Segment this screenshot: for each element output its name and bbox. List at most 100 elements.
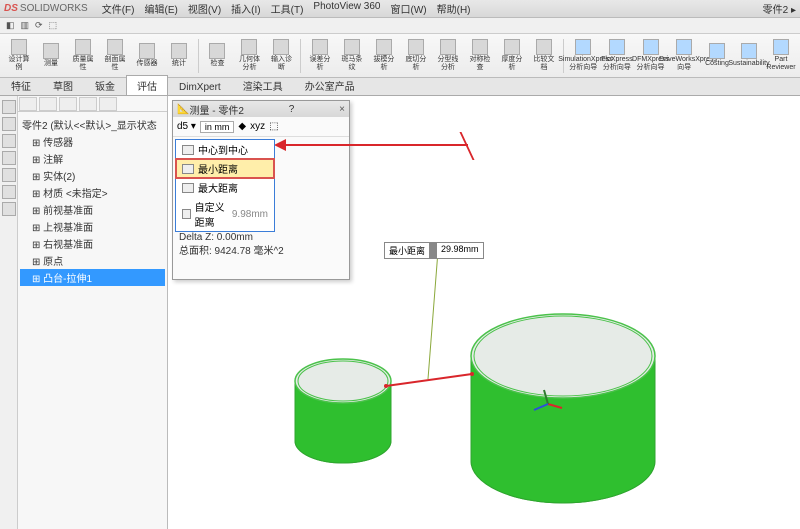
tree-tab-icon[interactable] xyxy=(99,97,117,111)
ribbon-button[interactable]: 拔模分析 xyxy=(369,37,399,74)
tree-tab-icon[interactable] xyxy=(59,97,77,111)
ribbon-button[interactable]: 统计 xyxy=(164,41,194,70)
tree-root[interactable]: 零件2 (默认<<默认>_显示状态 xyxy=(20,116,165,133)
ribbon-button[interactable]: 厚度分析 xyxy=(497,37,527,74)
ribbon-button[interactable]: Sustainability xyxy=(734,41,764,70)
tree-tab-icon[interactable] xyxy=(19,97,37,111)
title-bar: DS SOLIDWORKS 文件(F) 编辑(E) 视图(V) 插入(I) 工具… xyxy=(0,0,800,18)
ribbon-toolbar: 设计算例测量质量属性剖面属性传感器统计检查几何体分析输入诊断误差分析斑马条纹拔模… xyxy=(0,34,800,78)
left-icon-bar xyxy=(0,96,18,529)
tree-item[interactable]: ⊞ 原点 xyxy=(20,252,165,269)
command-tabs: 特征草图钣金评估DimXpert渲染工具办公室产品 xyxy=(0,78,800,96)
command-tab[interactable]: 钣金 xyxy=(84,75,126,95)
qat-icon[interactable]: ⟳ xyxy=(35,20,43,31)
measure-dialog[interactable]: 📐 测量 - 零件2 ? × d5 ▾ in mm ◆ xyz ⬚ 中心到中心最… xyxy=(172,100,350,280)
command-tab[interactable]: 渲染工具 xyxy=(232,75,294,95)
measure-mode-dropdown[interactable]: 中心到中心最小距离最大距离自定义距离9.98mm xyxy=(175,139,275,232)
ribbon-button[interactable]: 分型线分析 xyxy=(433,37,463,74)
delta-z-value: Delta Z: 0.00mm xyxy=(179,231,343,245)
leftbar-icon[interactable] xyxy=(2,117,16,131)
dropdown-item[interactable]: 自定义距离9.98mm xyxy=(176,197,274,231)
ribbon-button[interactable]: 剖面属性 xyxy=(100,37,130,74)
measure-tool-icon[interactable]: xyz xyxy=(250,121,265,132)
tree-item[interactable]: ⊞ 实体(2) xyxy=(20,167,165,184)
dropdown-item[interactable]: 最大距离 xyxy=(176,178,274,197)
document-title: 零件2 ▸ xyxy=(763,1,796,16)
command-tab[interactable]: 评估 xyxy=(126,75,168,95)
menu-file[interactable]: 文件(F) xyxy=(98,0,139,17)
tree-item[interactable]: ⊞ 前视基准面 xyxy=(20,201,165,218)
menu-photoview[interactable]: PhotoView 360 xyxy=(309,0,384,17)
close-icon[interactable]: × xyxy=(339,104,345,115)
ribbon-button[interactable]: FloXpress 分析向导 xyxy=(601,37,633,74)
total-area-value: 总面积: 9424.78 毫米^2 xyxy=(179,245,343,259)
ribbon-button[interactable]: 设计算例 xyxy=(4,37,34,74)
measure-help-icon[interactable]: ? xyxy=(289,104,295,115)
leftbar-icon[interactable] xyxy=(2,100,16,114)
app-logo: DS xyxy=(4,3,18,14)
tree-item[interactable]: ⊞ 传感器 xyxy=(20,133,165,150)
measure-tool-icon[interactable]: ⬚ xyxy=(269,121,278,132)
command-tab[interactable]: 特征 xyxy=(0,75,42,95)
leftbar-icon[interactable] xyxy=(2,168,16,182)
tree-tab-icon[interactable] xyxy=(79,97,97,111)
ribbon-button[interactable]: 输入诊断 xyxy=(266,37,296,74)
menu-tools[interactable]: 工具(T) xyxy=(267,0,308,17)
ribbon-button[interactable]: DriveWorksXpress 向导 xyxy=(668,37,700,74)
ribbon-button[interactable]: 质量属性 xyxy=(68,37,98,74)
callout-label: 最小距离 xyxy=(385,243,429,258)
menu-edit[interactable]: 编辑(E) xyxy=(140,0,181,17)
ribbon-button[interactable]: 测量 xyxy=(36,41,66,70)
tree-tab-icon[interactable] xyxy=(39,97,57,111)
ribbon-button[interactable]: 几何体分析 xyxy=(234,37,264,74)
command-tab[interactable]: DimXpert xyxy=(168,79,232,95)
qat-icon[interactable]: ▥ xyxy=(21,20,30,31)
graphics-viewport[interactable]: 📐 测量 - 零件2 ? × d5 ▾ in mm ◆ xyz ⬚ 中心到中心最… xyxy=(168,96,800,529)
leftbar-icon[interactable] xyxy=(2,202,16,216)
tree-item[interactable]: ⊞ 上视基准面 xyxy=(20,218,165,235)
callout-value: 29.98mm xyxy=(437,243,483,258)
ribbon-button[interactable]: 检查 xyxy=(202,41,232,70)
measure-title-icon: 📐 xyxy=(177,104,189,115)
leftbar-icon[interactable] xyxy=(2,134,16,148)
leftbar-icon[interactable] xyxy=(2,151,16,165)
menu-insert[interactable]: 插入(I) xyxy=(227,0,264,17)
measure-callout[interactable]: 最小距离 29.98mm xyxy=(384,242,484,259)
measure-dialog-title-bar[interactable]: 📐 测量 - 零件2 ? × xyxy=(173,101,349,117)
command-tab[interactable]: 办公室产品 xyxy=(294,75,366,95)
quick-access-toolbar: ◧ ▥ ⟳ ⬚ xyxy=(0,18,800,34)
tree-item[interactable]: ⊞ 注解 xyxy=(20,150,165,167)
ribbon-button[interactable]: 斑马条纹 xyxy=(337,37,367,74)
tree-item[interactable]: ⊞ 材质 <未指定> xyxy=(20,184,165,201)
dropdown-item[interactable]: 中心到中心 xyxy=(176,140,274,159)
ribbon-button[interactable]: 比较文档 xyxy=(529,37,559,74)
measure-tool-icon[interactable]: ◆ xyxy=(238,121,246,132)
measure-mode-icon[interactable]: d5 ▾ xyxy=(177,121,196,132)
ribbon-button[interactable]: 传感器 xyxy=(132,41,162,70)
app-name: SOLIDWORKS xyxy=(20,3,88,14)
menu-view[interactable]: 视图(V) xyxy=(184,0,225,17)
annotation-arrow xyxy=(278,144,468,146)
ribbon-button[interactable]: SimulationXpress 分析向导 xyxy=(567,37,599,74)
workspace: 零件2 (默认<<默认>_显示状态 ⊞ 传感器⊞ 注解⊞ 实体(2)⊞ 材质 <… xyxy=(0,96,800,529)
ribbon-button[interactable]: 对称检查 xyxy=(465,37,495,74)
tree-item[interactable]: ⊞ 右视基准面 xyxy=(20,235,165,252)
menu-window[interactable]: 窗口(W) xyxy=(387,0,431,17)
leftbar-icon[interactable] xyxy=(2,185,16,199)
unit-selector[interactable]: in mm xyxy=(200,121,235,133)
menu-help[interactable]: 帮助(H) xyxy=(433,0,475,17)
ribbon-button[interactable]: 底切分析 xyxy=(401,37,431,74)
ribbon-button[interactable]: 误差分析 xyxy=(305,37,335,74)
dropdown-item[interactable]: 最小距离 xyxy=(176,159,274,178)
measure-toolbar: d5 ▾ in mm ◆ xyz ⬚ xyxy=(173,117,349,137)
feature-tree-panel: 零件2 (默认<<默认>_显示状态 ⊞ 传感器⊞ 注解⊞ 实体(2)⊞ 材质 <… xyxy=(18,96,168,529)
command-tab[interactable]: 草图 xyxy=(42,75,84,95)
tree-item[interactable]: ⊞ 凸台-拉伸1 xyxy=(20,269,165,286)
feature-tree[interactable]: 零件2 (默认<<默认>_显示状态 ⊞ 传感器⊞ 注解⊞ 实体(2)⊞ 材质 <… xyxy=(18,112,167,290)
ribbon-button[interactable]: Part Reviewer xyxy=(766,37,796,74)
qat-icon[interactable]: ◧ xyxy=(6,20,15,31)
callout-separator xyxy=(429,243,437,258)
measure-dialog-title: 测量 - 零件2 xyxy=(189,102,243,117)
qat-icon[interactable]: ⬚ xyxy=(49,20,58,31)
tree-tabs xyxy=(18,96,167,112)
